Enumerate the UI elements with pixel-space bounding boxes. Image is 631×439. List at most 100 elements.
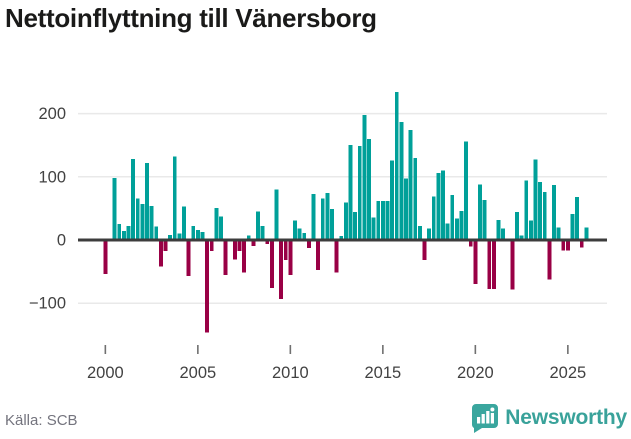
bar: [417, 226, 422, 240]
bar: [565, 241, 570, 251]
bar: [283, 241, 288, 260]
bar: [177, 233, 182, 240]
bar: [103, 241, 108, 274]
bar: [552, 185, 556, 240]
bar: [145, 162, 149, 240]
x-axis-tick-label: 2010: [272, 364, 309, 382]
bar: [501, 228, 506, 240]
bar: [339, 236, 344, 240]
y-axis-tick-label: 200: [38, 105, 66, 123]
x-axis-tick-label: 2005: [179, 364, 216, 382]
bar: [519, 235, 524, 240]
bar: [293, 220, 297, 240]
y-axis-tick-label: 100: [38, 168, 66, 186]
bar: [302, 233, 307, 240]
bar: [343, 202, 348, 240]
bar: [112, 178, 117, 240]
bar: [131, 159, 136, 240]
bar: [413, 157, 418, 240]
newsworthy-chart-bubble-icon: [472, 404, 499, 433]
bar: [251, 241, 256, 247]
bar: [200, 231, 205, 240]
bar: [334, 241, 339, 273]
bar: [191, 226, 196, 240]
bar: [195, 229, 200, 240]
bar: [538, 181, 543, 240]
bar: [482, 200, 487, 240]
bar: [427, 228, 432, 240]
bar: [496, 219, 501, 240]
newsworthy-wordmark: Newsworthy: [505, 406, 627, 429]
newsworthy-logo: Newsworthy: [471, 403, 627, 433]
bar: [232, 241, 237, 260]
bar: [515, 212, 519, 240]
bar: [353, 212, 358, 240]
bar: [186, 241, 191, 276]
bar: [547, 241, 552, 280]
bar: [330, 209, 334, 240]
bar: [459, 210, 464, 240]
bar: [473, 241, 478, 284]
bar: [320, 198, 325, 240]
bar: [126, 226, 131, 240]
chart-footer: Källa: SCB Newsworthy: [0, 395, 631, 439]
bar: [121, 231, 126, 240]
bar: [158, 241, 163, 267]
bar: [542, 191, 547, 240]
bar: [325, 193, 330, 240]
bar: [214, 207, 219, 240]
bar: [464, 141, 469, 240]
bar: [478, 184, 482, 240]
bar-chart-svg: −100 0 100 200 2000 2005 2010 2015 2020 2025: [29, 92, 607, 382]
y-axis-tick-label: 0: [57, 232, 66, 250]
bar: [265, 241, 270, 245]
bar: [311, 193, 316, 240]
bar: [279, 241, 284, 300]
bar: [575, 197, 580, 240]
bar: [441, 170, 445, 240]
bar: [242, 241, 247, 273]
bar: [450, 195, 455, 240]
bar: [269, 241, 274, 288]
bar: [246, 235, 251, 240]
bar: [556, 227, 561, 240]
bar: [436, 173, 441, 240]
bar: [172, 156, 177, 240]
bar: [367, 138, 371, 240]
bar: [431, 196, 436, 240]
bar: [468, 241, 473, 247]
bar: [154, 226, 159, 240]
bar: [163, 241, 168, 252]
bar: [376, 200, 381, 240]
bar: [385, 200, 390, 240]
bar: [408, 130, 413, 240]
bar: [390, 160, 395, 240]
bar: [528, 220, 533, 240]
bar: [445, 223, 450, 240]
bar: [223, 241, 228, 276]
bar: [533, 159, 538, 240]
bar: [219, 216, 223, 240]
bar: [256, 211, 260, 240]
bar: [135, 198, 140, 240]
bar: [524, 180, 529, 240]
bar: [491, 241, 496, 290]
bar: [260, 226, 265, 240]
bar: [371, 217, 376, 240]
bar: [140, 203, 145, 240]
bar: [362, 114, 367, 240]
source-label: Källa: SCB: [5, 412, 78, 429]
bar: [117, 224, 122, 240]
bar: [422, 241, 427, 260]
y-axis-tick-label: −100: [29, 295, 66, 313]
bar: [399, 121, 404, 240]
bar: [237, 241, 242, 252]
bar: [149, 205, 154, 240]
bar: [487, 241, 492, 290]
bar: [454, 218, 459, 240]
bar-chart: −100 0 100 200 2000 2005 2010 2015 2020 2025: [0, 55, 631, 390]
bar: [357, 145, 362, 240]
bar: [380, 200, 385, 240]
bar: [570, 214, 575, 240]
